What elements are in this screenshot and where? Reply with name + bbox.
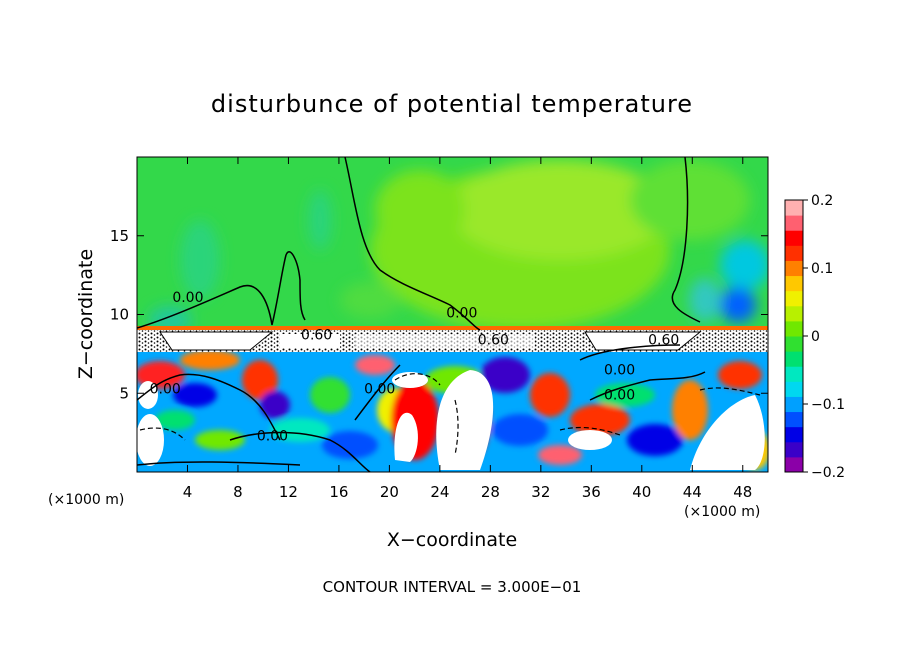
colorbar-swatch	[785, 381, 803, 397]
colorbar-swatch	[785, 260, 803, 277]
contour-label: 0.00	[604, 388, 635, 404]
contour-label: 0.60	[648, 332, 679, 348]
contour-label: 0.60	[478, 332, 509, 348]
colorbar-swatch	[785, 275, 803, 292]
colorbar: 0.2 0.1 0 −0.1 −0.2	[784, 193, 845, 481]
x-tick-label: 12	[279, 483, 298, 501]
y-axis: 5 10 15	[110, 227, 768, 402]
x-tick-label: 28	[481, 483, 500, 501]
x-axis: 4 8 12 16 20 24 28 32 36 40 44 48	[183, 157, 752, 501]
colorbar-swatch	[785, 320, 803, 337]
x-axis-unit-right: (×1000 m)	[684, 504, 760, 520]
contour-labels: 0.000.000.60 0.60 0.600.000.000.000.000.00	[150, 290, 680, 445]
x-axis-unit-left: (×1000 m)	[48, 492, 124, 508]
x-tick-label: 48	[733, 483, 752, 501]
x-tick-label: 20	[380, 483, 399, 501]
colorbar-swatch	[785, 456, 803, 473]
x-tick-label: 4	[183, 483, 193, 501]
interface-band	[137, 326, 768, 352]
chart-title: disturbunce of potential temperature	[211, 90, 693, 118]
colorbar-swatch	[785, 366, 803, 382]
x-tick-label: 44	[683, 483, 702, 501]
contour-label: 0.00	[257, 429, 288, 445]
contour-label: 0.00	[364, 381, 395, 397]
colorbar-swatch	[785, 245, 803, 261]
colorbar-swatch	[785, 200, 803, 216]
colorbar-swatch	[785, 426, 803, 443]
y-tick-label: 15	[110, 227, 129, 245]
colorbar-swatch	[785, 441, 803, 458]
colorbar-swatch	[785, 351, 803, 367]
contour-label: 0.00	[172, 290, 203, 306]
y-tick-label: 10	[110, 306, 129, 324]
colorbar-tick-label: −0.2	[811, 465, 845, 481]
colorbar-tick-label: 0.1	[811, 261, 833, 277]
contour-label: 0.00	[604, 362, 635, 378]
lower-field-white-regions	[137, 370, 765, 470]
colorbar-tick-label: 0.2	[811, 193, 833, 209]
colorbar-swatch	[785, 290, 803, 307]
colorbar-swatch	[785, 411, 803, 428]
x-tick-label: 40	[632, 483, 651, 501]
contour-label: 0.60	[301, 328, 332, 344]
x-axis-label: X−coordinate	[387, 529, 517, 551]
contour-interval-footer: CONTOUR INTERVAL = 3.000E−01	[323, 578, 582, 596]
y-tick-label: 5	[119, 384, 129, 402]
colorbar-swatch	[785, 396, 803, 413]
colorbar-swatch	[785, 215, 803, 231]
colorbar-tick-label: 0	[811, 329, 820, 345]
upper-field	[148, 160, 768, 334]
x-tick-label: 32	[531, 483, 550, 501]
colorbar-tick-label: −0.1	[811, 397, 845, 413]
plot-area: 0.000.000.60 0.60 0.600.000.000.000.000.00	[137, 157, 768, 472]
contour-label: 0.00	[446, 306, 477, 322]
x-tick-label: 24	[430, 483, 449, 501]
x-tick-label: 16	[329, 483, 348, 501]
colorbar-swatch	[785, 336, 803, 352]
colorbar-swatch	[785, 305, 803, 322]
y-axis-label: Z−coordinate	[75, 249, 97, 379]
x-tick-label: 8	[233, 483, 243, 501]
contour-lines	[137, 157, 706, 472]
colorbar-swatch	[785, 230, 803, 246]
contour-label: 0.00	[150, 381, 181, 397]
x-tick-label: 36	[582, 483, 601, 501]
contour-lines-dashed	[139, 373, 761, 456]
